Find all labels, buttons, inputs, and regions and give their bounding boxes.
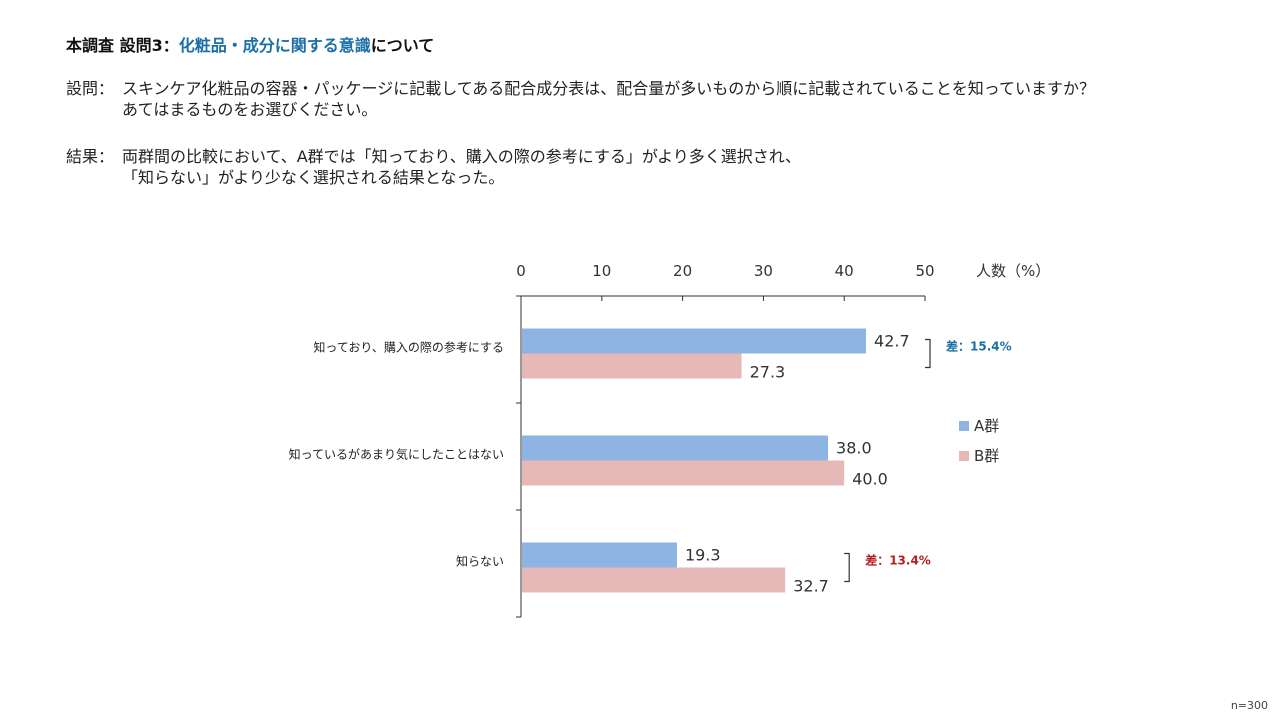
question-label: 設問： — [66, 79, 115, 98]
bar-a — [522, 542, 677, 568]
page-title: 本調査 設問3：化粧品・成分に関する意識について — [66, 32, 434, 56]
bar-b — [522, 460, 845, 486]
difference-bracket — [925, 338, 931, 369]
data-label: 38.0 — [836, 439, 872, 458]
category-label: 知らない — [456, 555, 504, 569]
data-label: 42.7 — [874, 332, 910, 351]
x-tick-label: 30 — [754, 262, 773, 280]
category-label: 知っており、購入の際の参考にする — [313, 340, 504, 355]
question-line1: スキンケア化粧品の容器・パッケージに記載してある配合成分表は、配合量が多いものか… — [122, 79, 1095, 98]
question-line2: あてはまるものをお選びください。 — [122, 100, 378, 119]
legend-label: A群 — [974, 417, 999, 435]
legend-swatch-b — [959, 451, 969, 461]
x-tick-label: 20 — [673, 262, 692, 280]
data-label: 40.0 — [852, 470, 888, 489]
bar-a — [522, 328, 867, 354]
difference-label: 差：15.4% — [945, 339, 1012, 354]
result-label: 結果： — [66, 147, 115, 166]
x-tick-label: 10 — [592, 262, 611, 280]
difference-bracket — [844, 552, 850, 583]
x-tick-label: 0 — [516, 262, 526, 280]
title-suffix: について — [370, 36, 435, 55]
result-line2: 「知らない」がより少なく選択される結果となった。 — [122, 168, 505, 187]
bar-a — [522, 435, 829, 461]
question-block: 設問： スキンケア化粧品の容器・パッケージに記載してある配合成分表は、配合量が多い… — [66, 78, 1095, 120]
sample-size-note: n=300 — [1230, 699, 1268, 712]
legend-label: B群 — [974, 447, 999, 465]
difference-label: 差：13.4% — [864, 553, 931, 568]
data-label: 27.3 — [750, 363, 786, 382]
result-line1: 両群間の比較において、A群では「知っており、購入の際の参考にする」がより多く選択… — [122, 147, 801, 166]
bar-b — [522, 353, 742, 379]
title-highlight: 化粧品・成分に関する意識 — [178, 36, 371, 55]
data-label: 32.7 — [793, 577, 829, 596]
result-block: 結果： 両群間の比較において、A群では「知っており、購入の際の参考にする」がより多… — [66, 146, 801, 188]
category-label: 知っているがあまり気にしたことはない — [289, 447, 504, 462]
legend-swatch-a — [959, 421, 969, 431]
x-tick-label: 40 — [835, 262, 854, 280]
bar-b — [522, 567, 786, 593]
x-tick-label: 50 — [915, 262, 934, 280]
title-prefix: 本調査 設問3： — [66, 36, 179, 55]
x-axis-label: 人数（%） — [976, 262, 1050, 280]
data-label: 19.3 — [685, 546, 721, 565]
